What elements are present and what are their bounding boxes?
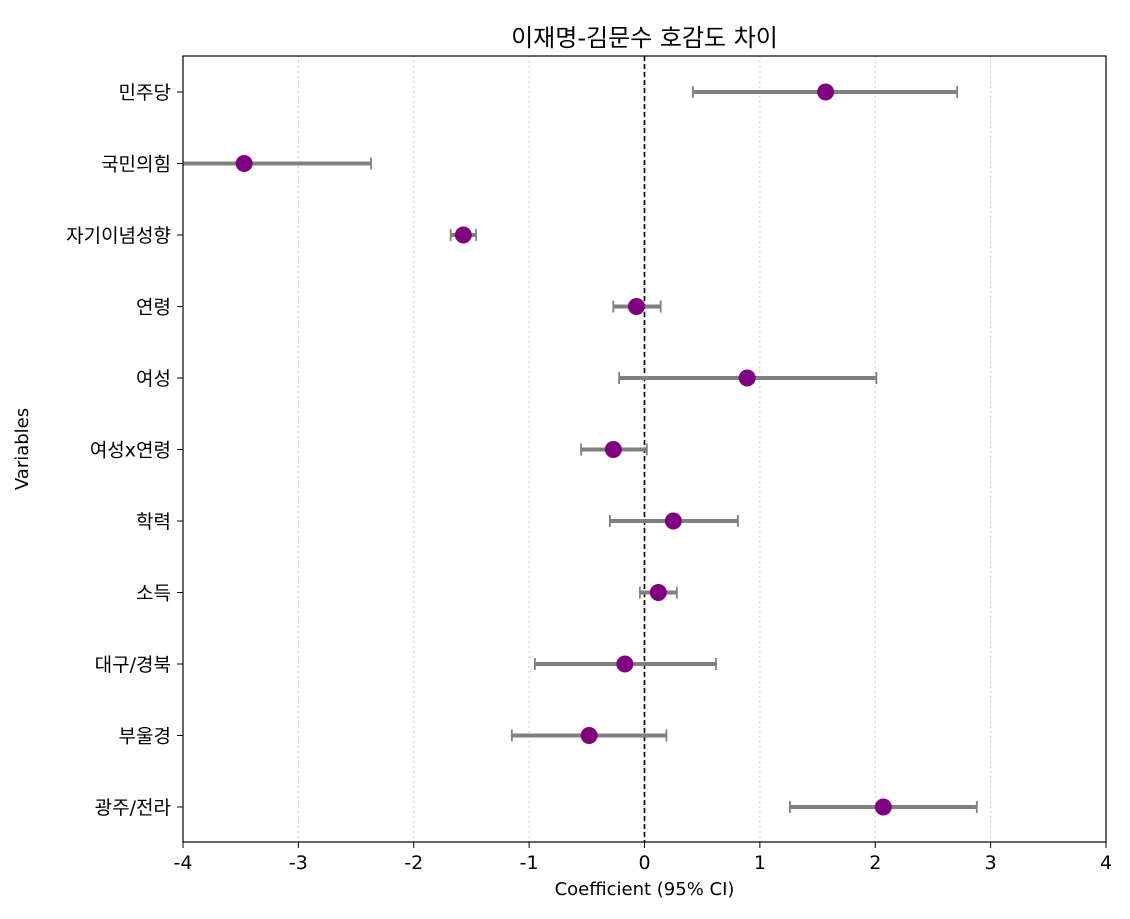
point-estimate — [627, 298, 645, 315]
y-tick-label: 민주당 — [119, 82, 171, 104]
y-axis-title: Variables — [12, 408, 33, 490]
x-tick-label: -3 — [289, 852, 308, 874]
point-estimate — [235, 155, 253, 172]
point-estimate — [817, 83, 835, 101]
point-estimate — [649, 584, 667, 601]
x-tick-label: -2 — [404, 852, 423, 874]
x-tick-label: -1 — [520, 852, 539, 874]
point-estimate — [664, 512, 682, 530]
y-tick-label: 소득 — [136, 583, 171, 605]
y-tick-label: 부울경 — [119, 726, 171, 748]
x-tick-label: 2 — [869, 852, 881, 874]
x-axis-title: Coefficient (95% CI) — [555, 879, 735, 900]
y-tick-label: 자기이념성향 — [66, 225, 171, 247]
point-estimates — [235, 83, 892, 816]
y-tick-label: 여성 — [136, 368, 171, 390]
point-estimate — [454, 226, 472, 244]
y-tick-label: 광주/전라 — [95, 797, 171, 819]
x-tick-label: -4 — [174, 852, 193, 874]
x-tick-label: 0 — [638, 852, 650, 874]
x-tick-label: 1 — [754, 852, 766, 874]
x-tick-label: 4 — [1100, 852, 1112, 874]
y-tick-label: 학력 — [136, 511, 171, 533]
x-axis-ticks: -4 -3 -2 -1 0 1 2 3 4 — [174, 842, 1112, 874]
point-estimate — [616, 655, 634, 673]
y-tick-label: 연령 — [136, 297, 171, 319]
point-estimate — [604, 441, 622, 458]
point-estimate — [580, 727, 598, 744]
chart-title: 이재명-김문수 호감도 차이 — [511, 24, 778, 52]
y-tick-label: 대구/경북 — [95, 654, 171, 676]
x-tick-label: 3 — [985, 852, 997, 874]
point-estimate — [738, 369, 756, 387]
y-tick-label: 여성x연령 — [90, 440, 171, 462]
y-tick-label: 국민의힘 — [101, 154, 171, 176]
point-estimate — [874, 798, 892, 816]
